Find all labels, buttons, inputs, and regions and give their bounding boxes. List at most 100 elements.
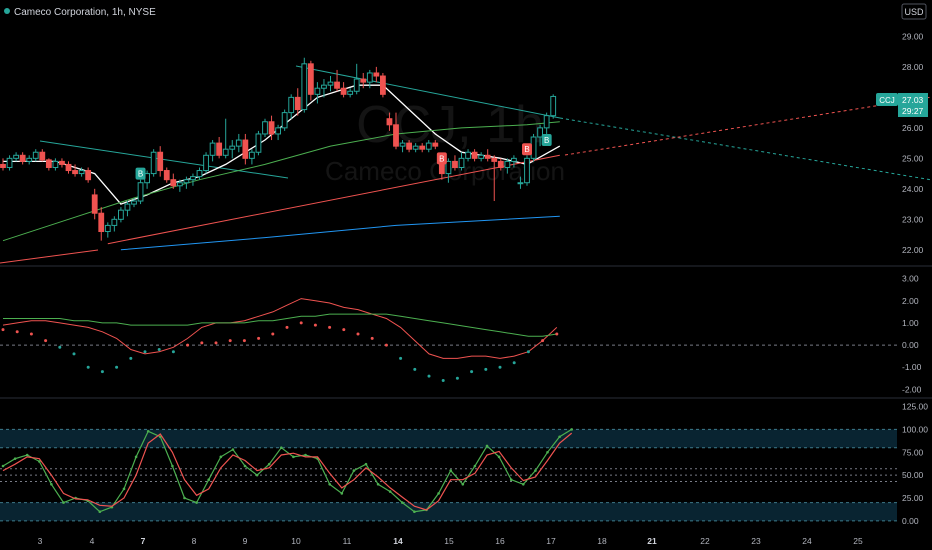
candle xyxy=(445,158,452,183)
sell-signal-marker[interactable]: B xyxy=(436,152,447,165)
stoch-point xyxy=(449,469,453,472)
time-axis-tick-label: 14 xyxy=(393,536,403,546)
stoch-point xyxy=(437,492,440,495)
price-panel[interactable]: B B B B xyxy=(0,57,932,264)
macd-axis-tick-label: -1.00 xyxy=(902,362,922,372)
candle-body xyxy=(255,133,262,153)
stoch-point xyxy=(13,457,17,460)
price-axis-tick-label: 25.00 xyxy=(902,153,924,163)
candle xyxy=(52,158,59,171)
stoch-axis-tick-label: 75.00 xyxy=(902,447,924,457)
stoch-point xyxy=(376,482,380,486)
candle-body xyxy=(124,203,131,211)
signal-badge xyxy=(436,152,447,165)
stoch-point xyxy=(231,448,235,451)
candle xyxy=(517,176,524,189)
stoch-point xyxy=(558,435,561,439)
candle-body xyxy=(340,87,347,95)
candle xyxy=(209,140,216,162)
macd-dot xyxy=(370,336,374,340)
macd-dot xyxy=(441,379,445,382)
candle xyxy=(229,140,236,159)
candle xyxy=(334,69,340,92)
candle-body xyxy=(262,121,268,135)
macd-dot xyxy=(470,370,474,374)
candle xyxy=(360,72,367,89)
candle-body xyxy=(353,78,360,92)
candle xyxy=(157,146,164,177)
candle xyxy=(550,94,557,119)
candle xyxy=(294,88,301,116)
macd-dot xyxy=(313,323,317,327)
stoch-point xyxy=(497,455,501,459)
stoch-point xyxy=(267,462,271,466)
macd-dot xyxy=(356,332,360,336)
trendline-red-projection[interactable] xyxy=(564,96,932,156)
trendline-lower[interactable] xyxy=(39,140,289,179)
candle-body xyxy=(511,157,517,162)
candle xyxy=(255,130,262,156)
trendline-upper-projection[interactable] xyxy=(559,117,932,181)
candle xyxy=(452,155,458,171)
stoch-axis-tick-label: 125.00 xyxy=(902,402,928,412)
stoch-point xyxy=(183,496,186,500)
candle xyxy=(216,137,223,159)
time-axis-tick-label: 24 xyxy=(802,536,812,546)
trendline-upper[interactable] xyxy=(295,65,561,119)
candle xyxy=(91,188,98,220)
candle xyxy=(353,63,360,95)
stoch-axis-tick-label: 50.00 xyxy=(902,470,924,480)
macd-axis-tick-label: 3.00 xyxy=(902,274,919,284)
macd-panel[interactable] xyxy=(0,298,897,382)
stoch-axis-tick-label: 100.00 xyxy=(902,424,928,434)
stoch-axis-tick-label: 0.00 xyxy=(902,516,919,526)
stoch-point xyxy=(522,482,525,486)
buy-signal-marker[interactable]: B xyxy=(135,167,146,180)
candle-body xyxy=(235,139,242,147)
candle xyxy=(242,133,249,165)
candle xyxy=(249,149,255,165)
stochastic-panel[interactable] xyxy=(0,428,897,522)
moving-average-line-red xyxy=(107,154,560,245)
candle xyxy=(176,179,183,192)
candle xyxy=(111,216,118,232)
candle-body xyxy=(419,145,426,150)
time-axis-tick-label: 9 xyxy=(243,536,248,546)
trendline-red-left[interactable] xyxy=(0,249,99,264)
candle xyxy=(190,173,196,186)
candle xyxy=(373,66,380,83)
stoch-point xyxy=(146,429,150,433)
candle-body xyxy=(65,163,72,172)
macd-dot xyxy=(214,341,218,345)
sell-signal-marker[interactable]: B xyxy=(522,143,532,156)
symbol-header[interactable]: Cameco Corporation, 1h, NYSE xyxy=(4,7,156,18)
candle xyxy=(26,155,33,165)
stoch-line-k xyxy=(2,428,573,513)
candle-body xyxy=(465,151,471,159)
candle xyxy=(222,118,229,159)
stoch-zone-band xyxy=(0,502,897,521)
candle xyxy=(412,143,419,153)
candle xyxy=(6,155,13,171)
candle xyxy=(59,158,65,168)
candle xyxy=(307,60,314,101)
time-axis-tick-label: 7 xyxy=(141,536,146,546)
price-axis-tick-label: 24.00 xyxy=(902,184,924,194)
currency-badge[interactable]: USD xyxy=(901,3,927,20)
candle xyxy=(118,207,124,223)
macd-dot xyxy=(271,332,275,336)
buy-signal-marker[interactable]: B xyxy=(541,134,552,147)
candle-body xyxy=(203,154,209,172)
candle xyxy=(380,72,386,98)
price-axis-tick-label: 28.00 xyxy=(902,62,924,72)
stoch-point xyxy=(219,455,223,459)
stoch-point xyxy=(304,453,307,457)
stoch-point xyxy=(534,469,537,472)
price-axis-tick-label: 26.00 xyxy=(902,123,924,133)
macd-dot xyxy=(15,330,19,334)
macd-dot xyxy=(328,325,332,329)
stoch-point xyxy=(292,455,295,459)
symbol-info: Cameco Corporation, 1h, NYSE xyxy=(14,7,156,18)
signal-badge xyxy=(522,143,532,156)
